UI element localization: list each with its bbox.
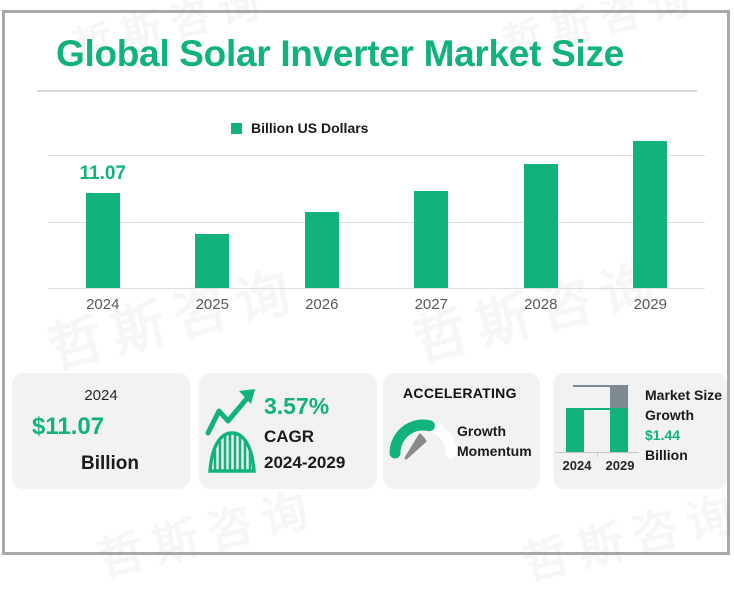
momentum-label-line1: Growth — [457, 423, 506, 439]
momentum-label-line2: Momentum — [457, 443, 532, 459]
growth-unit: Billion — [645, 447, 688, 463]
growth-value: $1.44 — [645, 427, 681, 443]
page-title: Global Solar Inverter Market Size — [56, 33, 624, 74]
growth-delta-bar — [610, 385, 628, 408]
growth-text-block: Market Size Growth $1.44 Billion — [645, 385, 722, 465]
market-size-value: $11.07 — [32, 413, 105, 440]
bar-slot-2025: 2025 — [158, 135, 268, 313]
x-axis-line — [48, 288, 705, 289]
market-size-card: 2024 $11.07 Billion — [12, 373, 190, 489]
legend-color-swatch — [231, 122, 242, 134]
bar-slot-2027: 2027 — [377, 135, 487, 313]
gridline — [48, 222, 705, 223]
bar-2026 — [304, 212, 339, 288]
mini-axis-tick — [597, 452, 598, 457]
cagr-value: 3.57% — [264, 393, 330, 419]
bar-slot-2028: 2028 — [486, 135, 596, 313]
bar-2024 — [85, 193, 120, 288]
growth-base-line — [566, 408, 628, 410]
x-axis-label-2025: 2025 — [195, 296, 229, 313]
page-border — [2, 10, 730, 555]
bar-chart: 11.07 2024 2025 2026 2027 2028 2029 — [48, 135, 706, 313]
market-growth-card: 2024 2029 Market Size Growth $1.44 Billi… — [553, 373, 727, 489]
mini-bar-2029 — [610, 408, 628, 452]
x-axis-label-2029: 2029 — [633, 296, 667, 313]
chart-legend: Billion US Dollars — [231, 120, 368, 136]
cagr-label: CAGR — [264, 427, 315, 446]
mini-label-2024: 2024 — [562, 458, 592, 473]
bar-slot-2026: 2026 — [267, 135, 377, 313]
x-axis-label-2026: 2026 — [305, 296, 339, 313]
growth-target-line — [573, 385, 628, 387]
mini-label-2029: 2029 — [605, 458, 635, 473]
x-axis-label-2027: 2027 — [414, 296, 448, 313]
cagr-card: 3.57% CAGR 2024-2029 — [199, 373, 377, 489]
growth-title-line1: Market Size — [645, 387, 723, 403]
bar-slot-2029: 2029 — [596, 135, 706, 313]
cagr-period: 2024-2029 — [264, 453, 346, 472]
gridline — [48, 155, 705, 156]
bar-2027 — [414, 191, 449, 288]
market-size-unit: Billion — [80, 453, 140, 474]
bar-2029 — [633, 141, 668, 288]
bar-data-label: 11.07 — [79, 163, 127, 184]
momentum-status: ACCELERATING — [403, 385, 517, 401]
x-axis-label-2024: 2024 — [86, 296, 120, 313]
mini-bar-2024 — [566, 408, 584, 452]
title-divider — [37, 90, 697, 92]
growth-momentum-card: ACCELERATING Growth Momentum — [383, 373, 540, 489]
bar-slot-2024: 11.07 2024 — [48, 135, 158, 313]
market-size-year: 2024 — [84, 387, 118, 404]
momentum-label: Growth Momentum — [457, 421, 532, 461]
bar-2028 — [523, 164, 558, 288]
growth-mini-chart: 2024 2029 — [553, 373, 645, 489]
bar-2025 — [195, 234, 230, 288]
growth-title-line2: Growth — [645, 407, 694, 423]
x-axis-label-2028: 2028 — [524, 296, 558, 313]
gauge-icon — [385, 413, 461, 472]
legend-label: Billion US Dollars — [251, 120, 369, 136]
growth-chart-icon — [205, 387, 261, 480]
